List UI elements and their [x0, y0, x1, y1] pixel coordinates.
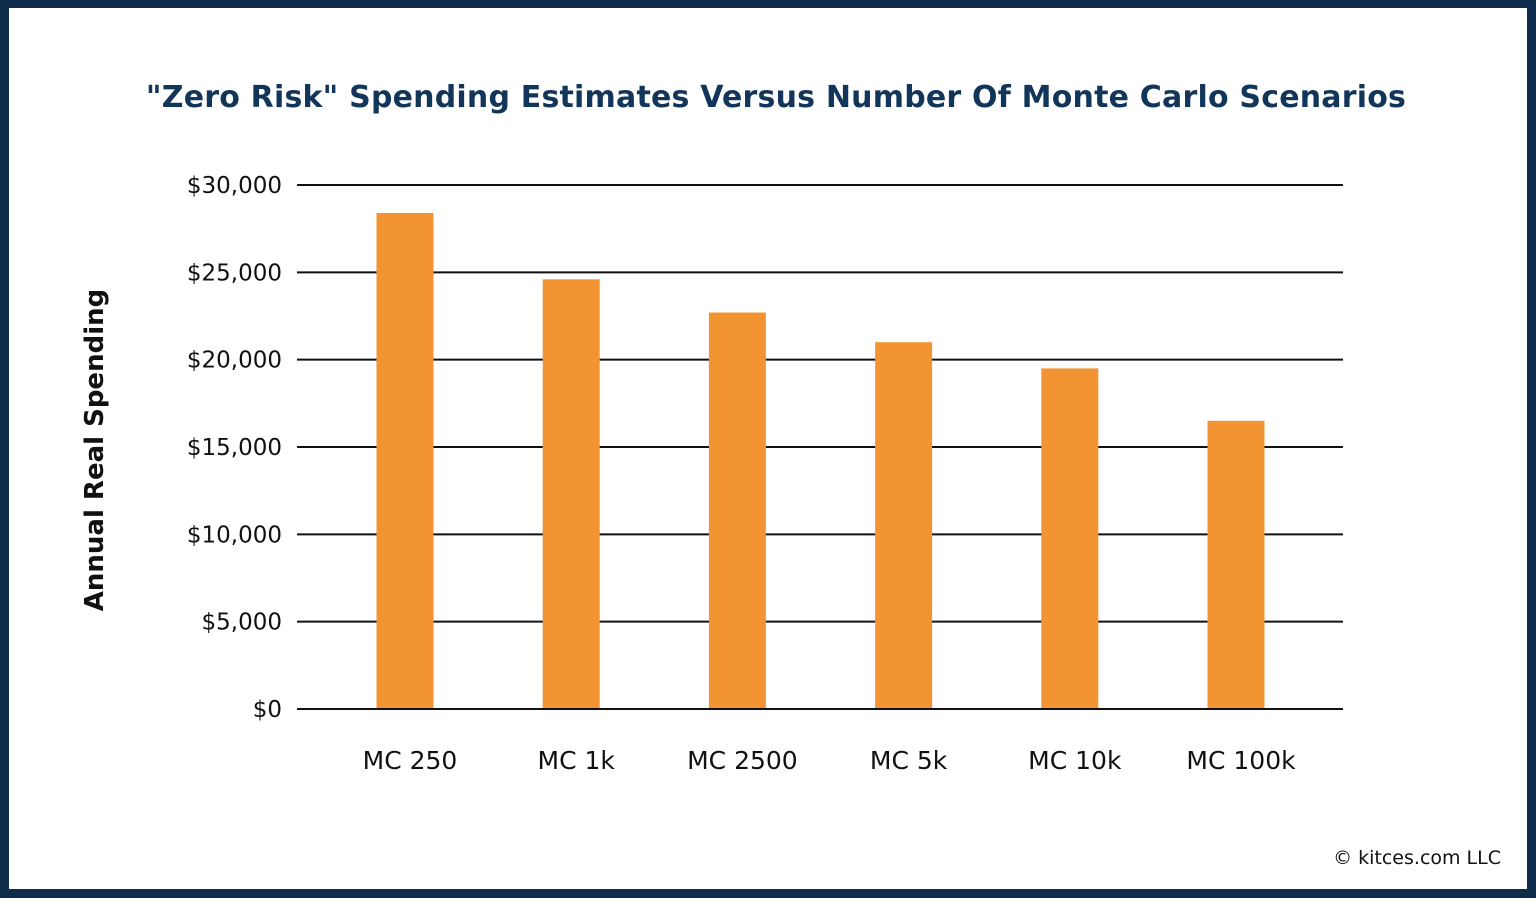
bar	[1207, 420, 1265, 708]
x-tick-label: MC 2500	[687, 746, 798, 775]
y-tick-label: $25,000	[187, 260, 282, 286]
chart-title: "Zero Risk" Spending Estimates Versus Nu…	[145, 80, 1407, 115]
y-tick-label: $0	[253, 697, 282, 723]
bar	[1041, 368, 1099, 708]
x-tick-label: MC 5k	[870, 746, 948, 775]
y-tick-label: $10,000	[187, 522, 282, 548]
chart-frame	[9, 8, 1527, 889]
y-tick-label: $15,000	[187, 435, 282, 461]
x-tick-label: MC 1k	[538, 746, 616, 775]
y-tick-label: $20,000	[187, 348, 282, 374]
x-tick-label: MC 100k	[1186, 746, 1296, 775]
bar	[376, 212, 434, 709]
bar	[542, 279, 600, 708]
x-tick-label: MC 10k	[1028, 746, 1122, 775]
y-tick-label: $5,000	[202, 610, 282, 636]
bar	[708, 312, 766, 708]
y-tick-label: $30,000	[187, 173, 282, 199]
copyright-credit: © kitces.com LLC	[1333, 847, 1501, 869]
bar	[875, 342, 933, 708]
x-tick-label: MC 250	[363, 746, 458, 775]
